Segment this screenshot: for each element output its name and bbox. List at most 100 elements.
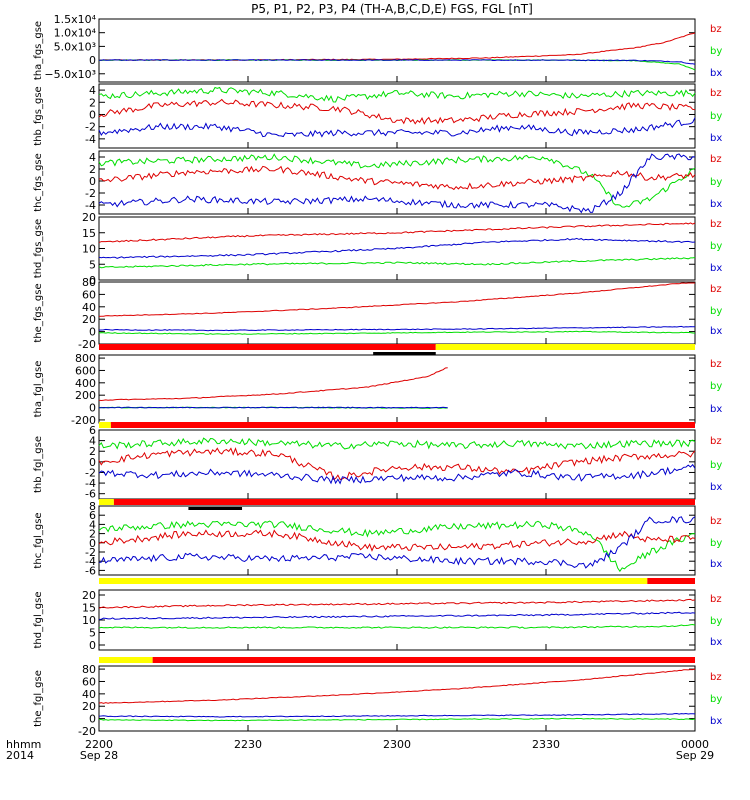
mode-bar-segment-yellow [99,499,114,505]
y-tick-label: 20 [82,700,96,713]
legend-bx: bx [710,559,722,570]
series-line-bx [98,516,696,569]
legend-bx: bx [710,482,722,493]
mode-bar-marker [373,352,436,355]
panel-3: thc_fgs_gse 420-2-4 bz by bx [33,150,722,215]
panel-1: tha_fgs_gse 1.5x10⁴1.0x10⁴5.0x10³0−5.0x10… [33,13,722,83]
series-line-bz [98,98,696,125]
legend-bz: bz [710,88,722,99]
legend-bz: bz [710,594,722,605]
x-tick-label: 2330 [532,738,560,751]
y-tick-label: 600 [75,364,96,377]
mode-bar-4 [99,578,695,584]
legend-bz: bz [710,359,722,370]
mode-bar-2 [99,422,696,428]
legend-bz: bz [710,516,722,527]
mode-bar-segment-yellow [99,657,153,663]
panel-ylabel: tha_fgs_gse [33,21,44,80]
series-line-bx [98,153,696,214]
y-tick-label: 1.5x10⁴ [54,13,97,26]
panel-ylabel: thd_fgs_gse [33,219,44,278]
y-tick-label: 4 [89,84,96,97]
mode-bar-segment-red [110,422,696,428]
x-tick-label: 2300 [383,738,411,751]
mode-bar-segment-yellow [99,578,648,584]
y-tick-label: 800 [75,352,96,365]
y-tick-label: 2 [89,445,96,458]
series-line-bx [98,406,448,409]
series-line-by [98,330,696,335]
panel-4: thd_fgs_gse 20 15 10 5 0 bz by bx [33,211,722,287]
mode-bar-marker [188,507,243,510]
x-tick-date: Sep 28 [80,749,118,762]
mode-bar-segment-red [647,578,695,584]
series-line-bz [98,598,696,609]
y-tick-label: 20 [82,211,96,224]
y-tick-label: 60 [82,288,96,301]
y-tick-label: 0 [89,175,96,188]
y-tick-label: 0 [89,54,96,67]
y-tick-label: -20 [78,338,96,351]
series-line-bx [98,611,696,620]
legend-bx: bx [710,199,722,210]
legend-bz: bz [710,24,722,35]
mode-bar-segment-red [152,657,695,663]
legend-bz: bz [710,219,722,230]
x-tick-label: 2200 [85,738,113,751]
y-tick-label: 10 [82,243,96,256]
y-tick-label: 0 [89,537,96,550]
series-line-bz [98,447,696,481]
legend-bz: bz [710,672,722,683]
y-tick-label: 0 [89,639,96,652]
legend-by: by [710,381,722,392]
panel-2: thb_fgs_gse 420-2-4 bz by bx [33,83,722,149]
y-tick-label: 80 [82,663,96,676]
y-tick-label: 0 [89,274,96,287]
panel-ylabel: tha_fgl_gse [33,361,44,418]
legend-bx: bx [710,326,722,337]
x-tick-label: 0000 [681,738,709,751]
y-tick-label: -6 [85,564,96,577]
y-tick-label: 0 [89,108,96,121]
series-line-bx [98,712,696,718]
y-tick-label: 0 [89,326,96,339]
series-line-by [98,153,696,208]
y-tick-label: -2 [85,546,96,559]
series-line-bz [98,282,695,317]
legend-bx: bx [710,133,722,144]
series-line-by [98,257,696,269]
legend-by: by [710,46,722,57]
series-line-by [98,437,696,450]
y-tick-label: 2 [89,528,96,541]
series-line-bz [98,668,696,704]
x-tick-date: Sep 29 [676,749,714,762]
y-tick-label: 1.0x10⁴ [54,27,97,40]
legend-by: by [710,460,722,471]
y-tick-label: 6 [89,424,96,437]
mode-bar-segment-yellow [435,344,695,350]
y-tick-label: 6 [89,509,96,522]
series-line-bz [98,222,696,244]
y-tick-label: 2 [89,163,96,176]
y-tick-label: -4 [85,555,96,568]
legend-by: by [710,177,722,188]
y-tick-label: 60 [82,675,96,688]
legend-bx: bx [710,263,722,274]
y-tick-label: −5.0x10³ [44,68,96,81]
y-tick-label: 5.0x10³ [54,40,96,53]
y-tick-label: 4 [89,435,96,448]
legend-by: by [710,306,722,317]
y-tick-label: 0 [89,456,96,469]
y-tick-label: 400 [75,377,96,390]
y-tick-label: 15 [82,227,96,240]
series-line-bx [98,463,696,485]
y-tick-label: -2 [85,121,96,134]
y-tick-label: 20 [82,589,96,602]
y-tick-label: 15 [82,602,96,615]
series-line-by [98,623,696,629]
y-tick-label: 20 [82,313,96,326]
time-axis-label-line2: 2014 [6,749,34,762]
